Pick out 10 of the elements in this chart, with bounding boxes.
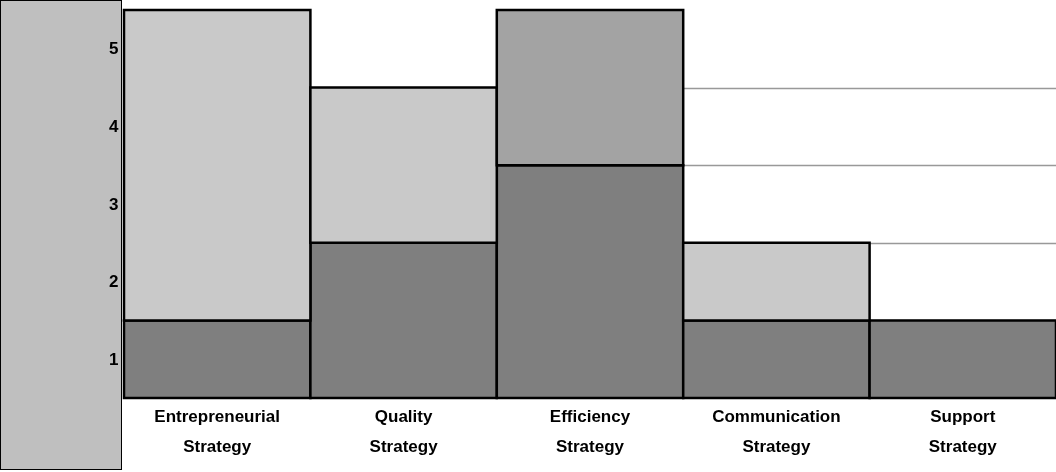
x-tick-label: Communication Strategy: [712, 406, 841, 456]
y-tick-label: 2: [109, 272, 119, 292]
y-tick-label: 3: [109, 194, 119, 214]
x-tick-label: Quality Strategy: [369, 406, 439, 456]
y-tick-label: 1: [109, 349, 119, 369]
x-tick-label: Entrepreneurial Strategy: [154, 406, 281, 456]
y-tick-label: 5: [109, 39, 119, 59]
x-tick-label: Efficiency Strategy: [549, 406, 631, 456]
y-tick-label: 4: [109, 116, 120, 136]
x-tick-label: Support Strategy: [928, 406, 998, 456]
